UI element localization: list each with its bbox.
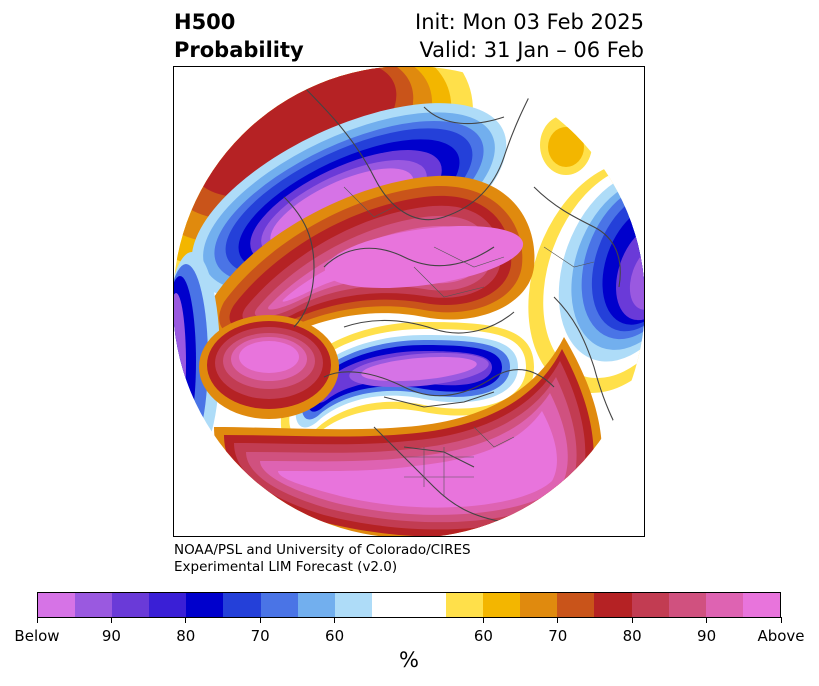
colorbar-segment [75, 593, 113, 617]
colorbar-segment [223, 593, 261, 617]
above-normal-center-north-atlantic [214, 337, 603, 536]
colorbar-tick-label: 90 [101, 627, 121, 645]
colorbar-tick [780, 617, 782, 623]
colorbar-tick-label: 60 [325, 627, 345, 645]
colorbar-segment [742, 593, 780, 617]
title-quantity: Probability [174, 38, 304, 62]
colorbar-segment [631, 593, 669, 617]
colorbar-tick [706, 617, 708, 623]
colorbar-segment [705, 593, 743, 617]
colorbar-segment [446, 593, 484, 617]
colorbar-segment [371, 593, 447, 617]
colorbar-tick [36, 617, 38, 623]
probability-field [174, 67, 644, 536]
colorbar-segment [297, 593, 335, 617]
colorbar-unit-label: % [399, 648, 419, 672]
colorbar-tick-label: 80 [176, 627, 196, 645]
colorbar-segment [149, 593, 187, 617]
map-dates: Init: Mon 03 Feb 2025 Valid: 31 Jan – 06… [415, 8, 644, 64]
political-borders [343, 186, 595, 497]
above-normal-center-arctic-greenland [209, 175, 535, 347]
below-normal-center-canada [280, 322, 534, 446]
colorbar-segment [112, 593, 150, 617]
valid-date-range: Valid: 31 Jan – 06 Feb [419, 38, 644, 62]
colorbar-tick-label: 60 [473, 627, 493, 645]
colorbar-tick [631, 617, 633, 623]
colorbar-segment [483, 593, 521, 617]
colorbar-tick [557, 617, 559, 623]
credit-line-2: Experimental LIM Forecast (v2.0) [174, 559, 398, 575]
colorbar-tick [259, 617, 261, 623]
colorbar-segment [520, 593, 558, 617]
colorbar-segment [668, 593, 706, 617]
map-title: H500 Probability [174, 8, 304, 64]
colorbar [37, 592, 781, 618]
colorbar-segment [557, 593, 595, 617]
colorbar-tick [110, 617, 112, 623]
colorbar-segment [594, 593, 632, 617]
colorbar-tick-label: 80 [622, 627, 642, 645]
colorbar-tick [185, 617, 187, 623]
title-variable: H500 [174, 10, 236, 34]
colorbar-tick [334, 617, 336, 623]
credit-text: NOAA/PSL and University of Colorado/CIRE… [174, 542, 471, 576]
colorbar-segment [186, 593, 224, 617]
below-normal-center-east-atlantic [528, 115, 644, 394]
colorbar-tick-label: 90 [697, 627, 717, 645]
colorbar-tick-label: 70 [250, 627, 270, 645]
colorbar-tick [482, 617, 484, 623]
polar-map [174, 67, 644, 536]
colorbar-tick-label: Below [14, 627, 60, 645]
colorbar-tick-label: Above [757, 627, 805, 645]
colorbar-segment [260, 593, 298, 617]
init-date: Init: Mon 03 Feb 2025 [415, 10, 644, 34]
polar-map-frame [173, 66, 645, 537]
above-normal-left-ring [199, 315, 339, 419]
coastlines [283, 76, 630, 523]
credit-line-1: NOAA/PSL and University of Colorado/CIRE… [174, 542, 471, 558]
colorbar-tick-label: 70 [548, 627, 568, 645]
colorbar-segment [334, 593, 372, 617]
colorbar-segment [38, 593, 76, 617]
